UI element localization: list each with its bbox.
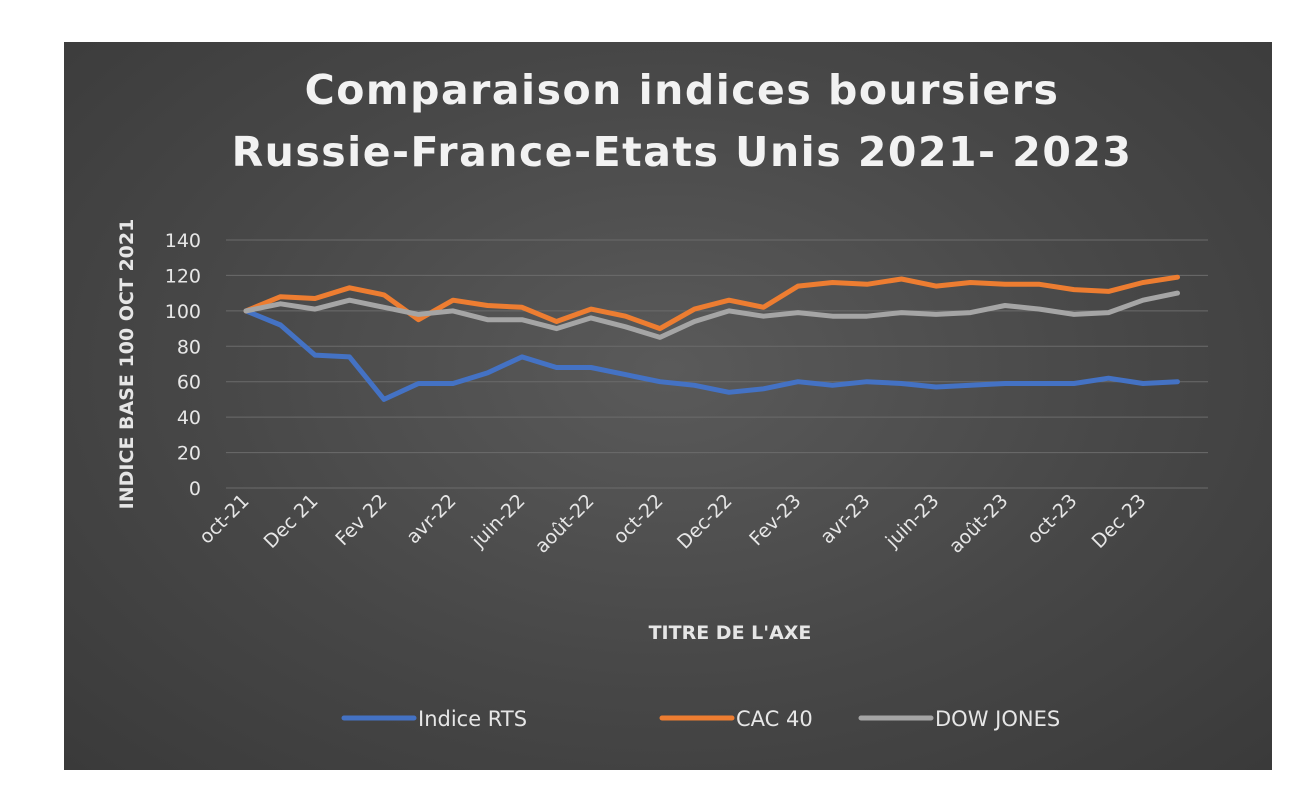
x-tick-label: Dec-22 [673, 490, 737, 554]
legend-label-cac-40: CAC 40 [736, 707, 813, 731]
x-tick-label: oct-21 [195, 490, 253, 548]
legend-label-indice-rts: Indice RTS [418, 707, 527, 731]
y-axis-ticks: 0 20 40 60 80 100 120 140 [165, 230, 201, 500]
x-axis-ticks: oct-21 Dec 21 Fev 22 avr-22 juin-22 août-22 oc… [195, 490, 1150, 558]
chart-title-line-1: Comparaison indices boursiers [305, 66, 1060, 114]
x-tick-label: Dec 21 [260, 490, 323, 553]
x-tick-label: juin-22 [467, 490, 530, 553]
legend: Indice RTS CAC 40 DOW JONES [341, 707, 1060, 731]
x-tick-label: août-23 [945, 490, 1013, 558]
x-tick-label: avr-23 [816, 490, 874, 548]
series-line-indice-rts [243, 308, 1180, 402]
y-tick-label: 80 [177, 336, 201, 358]
series-lines [243, 274, 1180, 402]
line-chart: Comparaison indices boursiers Russie-Fra… [116, 66, 1208, 731]
x-tick-label: juin-23 [881, 490, 944, 553]
x-tick-label: août-22 [531, 490, 599, 558]
chart-panel: Comparaison indices boursiers Russie-Fra… [64, 42, 1272, 770]
grid-lines [226, 239, 1208, 489]
y-tick-label: 40 [177, 407, 201, 429]
series-line-dow-jones [243, 290, 1180, 340]
legend-label-dow-jones: DOW JONES [935, 707, 1060, 731]
series-line-cac-40 [243, 274, 1180, 332]
y-tick-label: 60 [177, 372, 201, 394]
x-tick-label: oct-22 [609, 490, 667, 548]
x-tick-label: avr-22 [402, 490, 460, 548]
y-tick-label: 100 [165, 301, 201, 323]
y-tick-label: 120 [165, 265, 201, 287]
y-tick-label: 20 [177, 443, 201, 465]
y-axis-title: INDICE BASE 100 OCT 2021 [116, 219, 138, 510]
x-tick-label: Fev-23 [745, 490, 805, 550]
y-tick-label: 140 [165, 230, 201, 252]
x-axis-title: TITRE DE L'AXE [649, 622, 812, 644]
x-tick-label: Fev 22 [331, 490, 391, 550]
x-tick-label: oct-23 [1023, 490, 1081, 548]
y-tick-label: 0 [189, 478, 201, 500]
x-tick-label: Dec 23 [1088, 490, 1151, 553]
chart-title-line-2: Russie-France-Etats Unis 2021- 2023 [232, 128, 1133, 176]
